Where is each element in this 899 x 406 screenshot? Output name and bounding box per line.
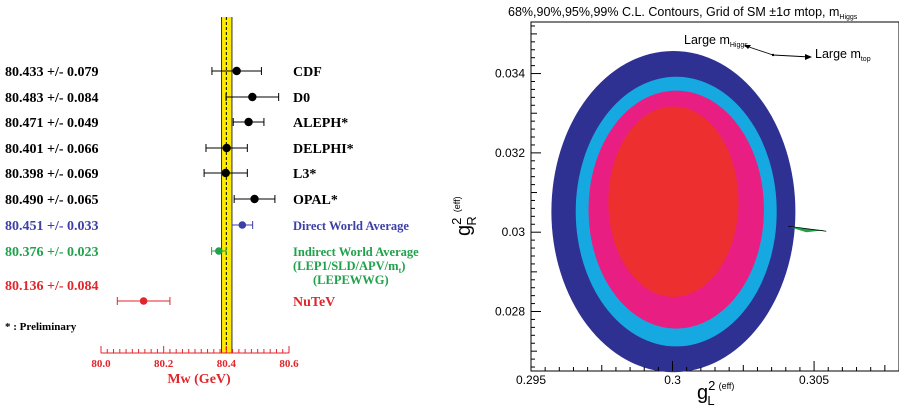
measurement-label-line2: (LEP1/SLD/APV/mt) (293, 259, 405, 275)
measurement-value: 80.490 +/- 0.065 (5, 193, 99, 208)
y-axis-title: g2R(eff) (449, 196, 479, 236)
y-axis-title-group: g2R(eff) (449, 196, 479, 236)
measurement-label: ALEPH* (293, 116, 348, 131)
measurement-label-line3: (LEPEWWG) (313, 273, 389, 287)
x-tick-label: 80.4 (217, 358, 237, 370)
x-tick-label: 0.295 (516, 373, 546, 387)
measurement-value: 80.483 +/- 0.084 (5, 91, 99, 106)
measurement-label: CDF (293, 65, 322, 80)
arrowhead-top (805, 54, 812, 60)
measurement-value: 80.401 +/- 0.066 (5, 142, 99, 157)
x-axis-title: Mw (GeV) (167, 372, 231, 387)
measurement-label: DELPHI* (293, 142, 354, 157)
x-axis-title: g2 L(eff) (697, 378, 734, 406)
x-tick-label: 0.3 (664, 373, 681, 387)
measurement-label: OPAL* (293, 193, 338, 208)
measurement-label: L3* (293, 167, 316, 182)
data-point (250, 194, 259, 204)
footnote: * : Preliminary (5, 321, 77, 333)
data-point (238, 221, 247, 229)
arrow-origin (771, 53, 775, 57)
measurement-value: 80.398 +/- 0.069 (5, 167, 99, 182)
data-point (244, 117, 253, 127)
y-tick-label: 0.034 (495, 67, 525, 81)
measurement-value: 80.433 +/- 0.079 (5, 65, 99, 80)
contour-chart: 68%,90%,95%,99% C.L. Contours, Grid of S… (449, 5, 899, 406)
y-tick-label: 0.032 (495, 146, 525, 160)
data-point (215, 247, 223, 255)
measurement-label: NuTeV (293, 295, 335, 310)
y-tick-label: 0.028 (495, 305, 525, 319)
contour-68pct (608, 106, 739, 297)
data-point (222, 143, 231, 153)
measurement-value: 80.451 +/- 0.033 (5, 219, 99, 234)
y-tick-label: 0.03 (502, 225, 526, 239)
data-point (139, 297, 148, 305)
data-point (221, 168, 230, 178)
data-point (232, 66, 241, 76)
measurement-label: Indirect World Average (293, 245, 419, 259)
contour-title: 68%,90%,95%,99% C.L. Contours, Grid of S… (508, 5, 858, 21)
arrow-top (772, 54, 811, 58)
sm-grid-line (788, 225, 827, 232)
arrow-higgs (745, 45, 774, 56)
measurement-value: 80.136 +/- 0.084 (5, 279, 99, 294)
measurement-label: D0 (293, 91, 310, 106)
arrowhead-higgs (744, 45, 751, 49)
x-tick-label: 80.6 (279, 358, 299, 370)
annotation-large-mtop: Large mtop (815, 47, 871, 63)
measurement-value: 80.376 +/- 0.023 (5, 245, 99, 260)
x-tick-label: 0.305 (799, 373, 829, 387)
data-point (248, 92, 257, 102)
annotation-large-mhiggs: Large mHiggs (684, 33, 748, 49)
sm-grid-marker (790, 227, 825, 233)
x-tick-label: 80.2 (154, 358, 174, 370)
mw-comparison-chart: 80.433 +/- 0.079 CDF 80.483 +/- 0.084 D0 80.… (5, 17, 419, 387)
measurement-value: 80.471 +/- 0.049 (5, 116, 99, 131)
x-tick-label: 80.0 (91, 358, 111, 370)
measurement-label: Direct World Average (293, 219, 409, 233)
